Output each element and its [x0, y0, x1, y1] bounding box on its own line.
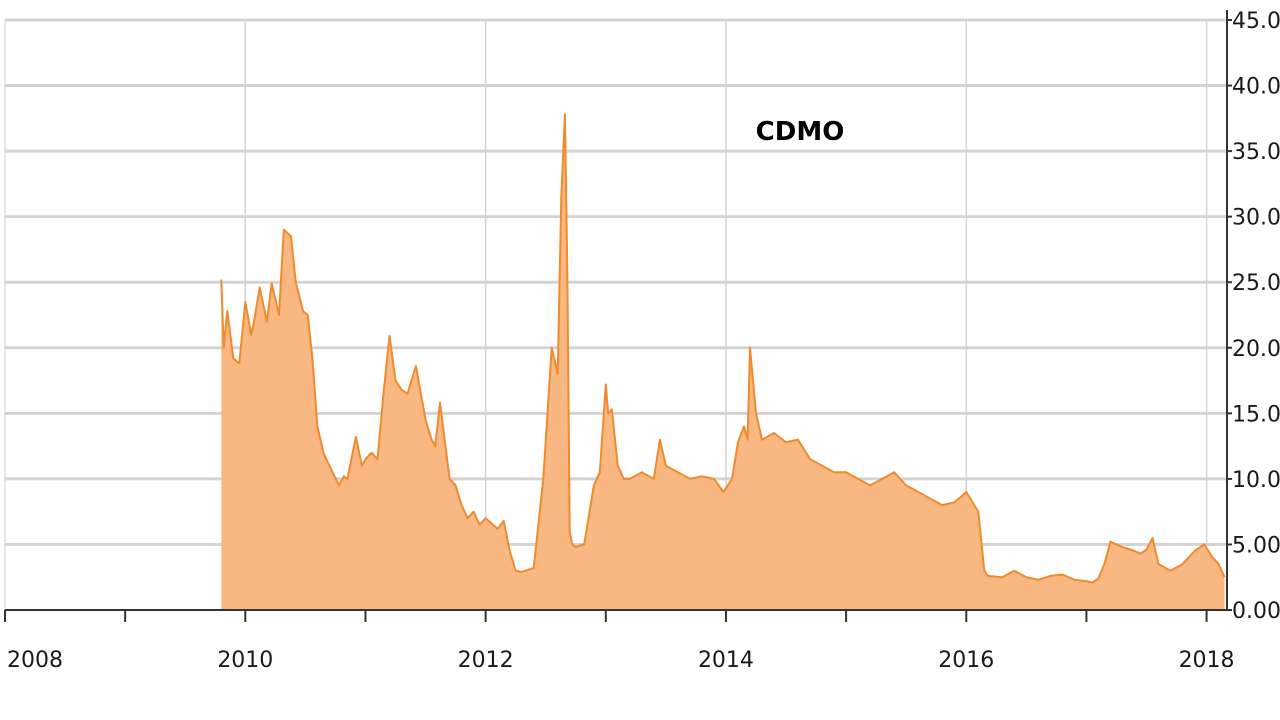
y-axis-tick-labels: 0.00 5.00 10.00 15.00 20.00 25.00 30.00 35.00 40…: [1232, 9, 1280, 624]
y-tick-label: 45.00: [1232, 9, 1280, 34]
x-tick-label: 2014: [698, 648, 754, 673]
y-tick-label: 5.00: [1232, 533, 1280, 558]
y-tick-label: 20.00: [1232, 337, 1280, 362]
y-tick-label: 25.00: [1232, 271, 1280, 296]
y-tick-label: 35.00: [1232, 140, 1280, 165]
x-tick-label: 2012: [458, 648, 514, 673]
series-line: [220, 113, 1226, 584]
area-fill: [221, 114, 1225, 611]
x-tick-label: 2010: [217, 648, 273, 673]
x-tick-label: 2016: [938, 648, 994, 673]
y-tick-label: 0.00: [1232, 599, 1280, 624]
axes: [4, 10, 1232, 622]
x-axis-tick-labels: 2008 2010 2012 2014 2016 2018: [7, 648, 1235, 673]
area-series: [220, 113, 1226, 611]
y-tick-label: 30.00: [1232, 206, 1280, 231]
chart-title: CDMO: [756, 117, 845, 147]
x-tick-label: 2018: [1179, 648, 1235, 673]
y-tick-label: 10.00: [1232, 468, 1280, 493]
horizontal-gridlines: [5, 18, 1227, 546]
y-tick-label: 40.00: [1232, 75, 1280, 100]
x-tick-label: 2008: [7, 648, 63, 673]
y-tick-label: 15.00: [1232, 402, 1280, 427]
